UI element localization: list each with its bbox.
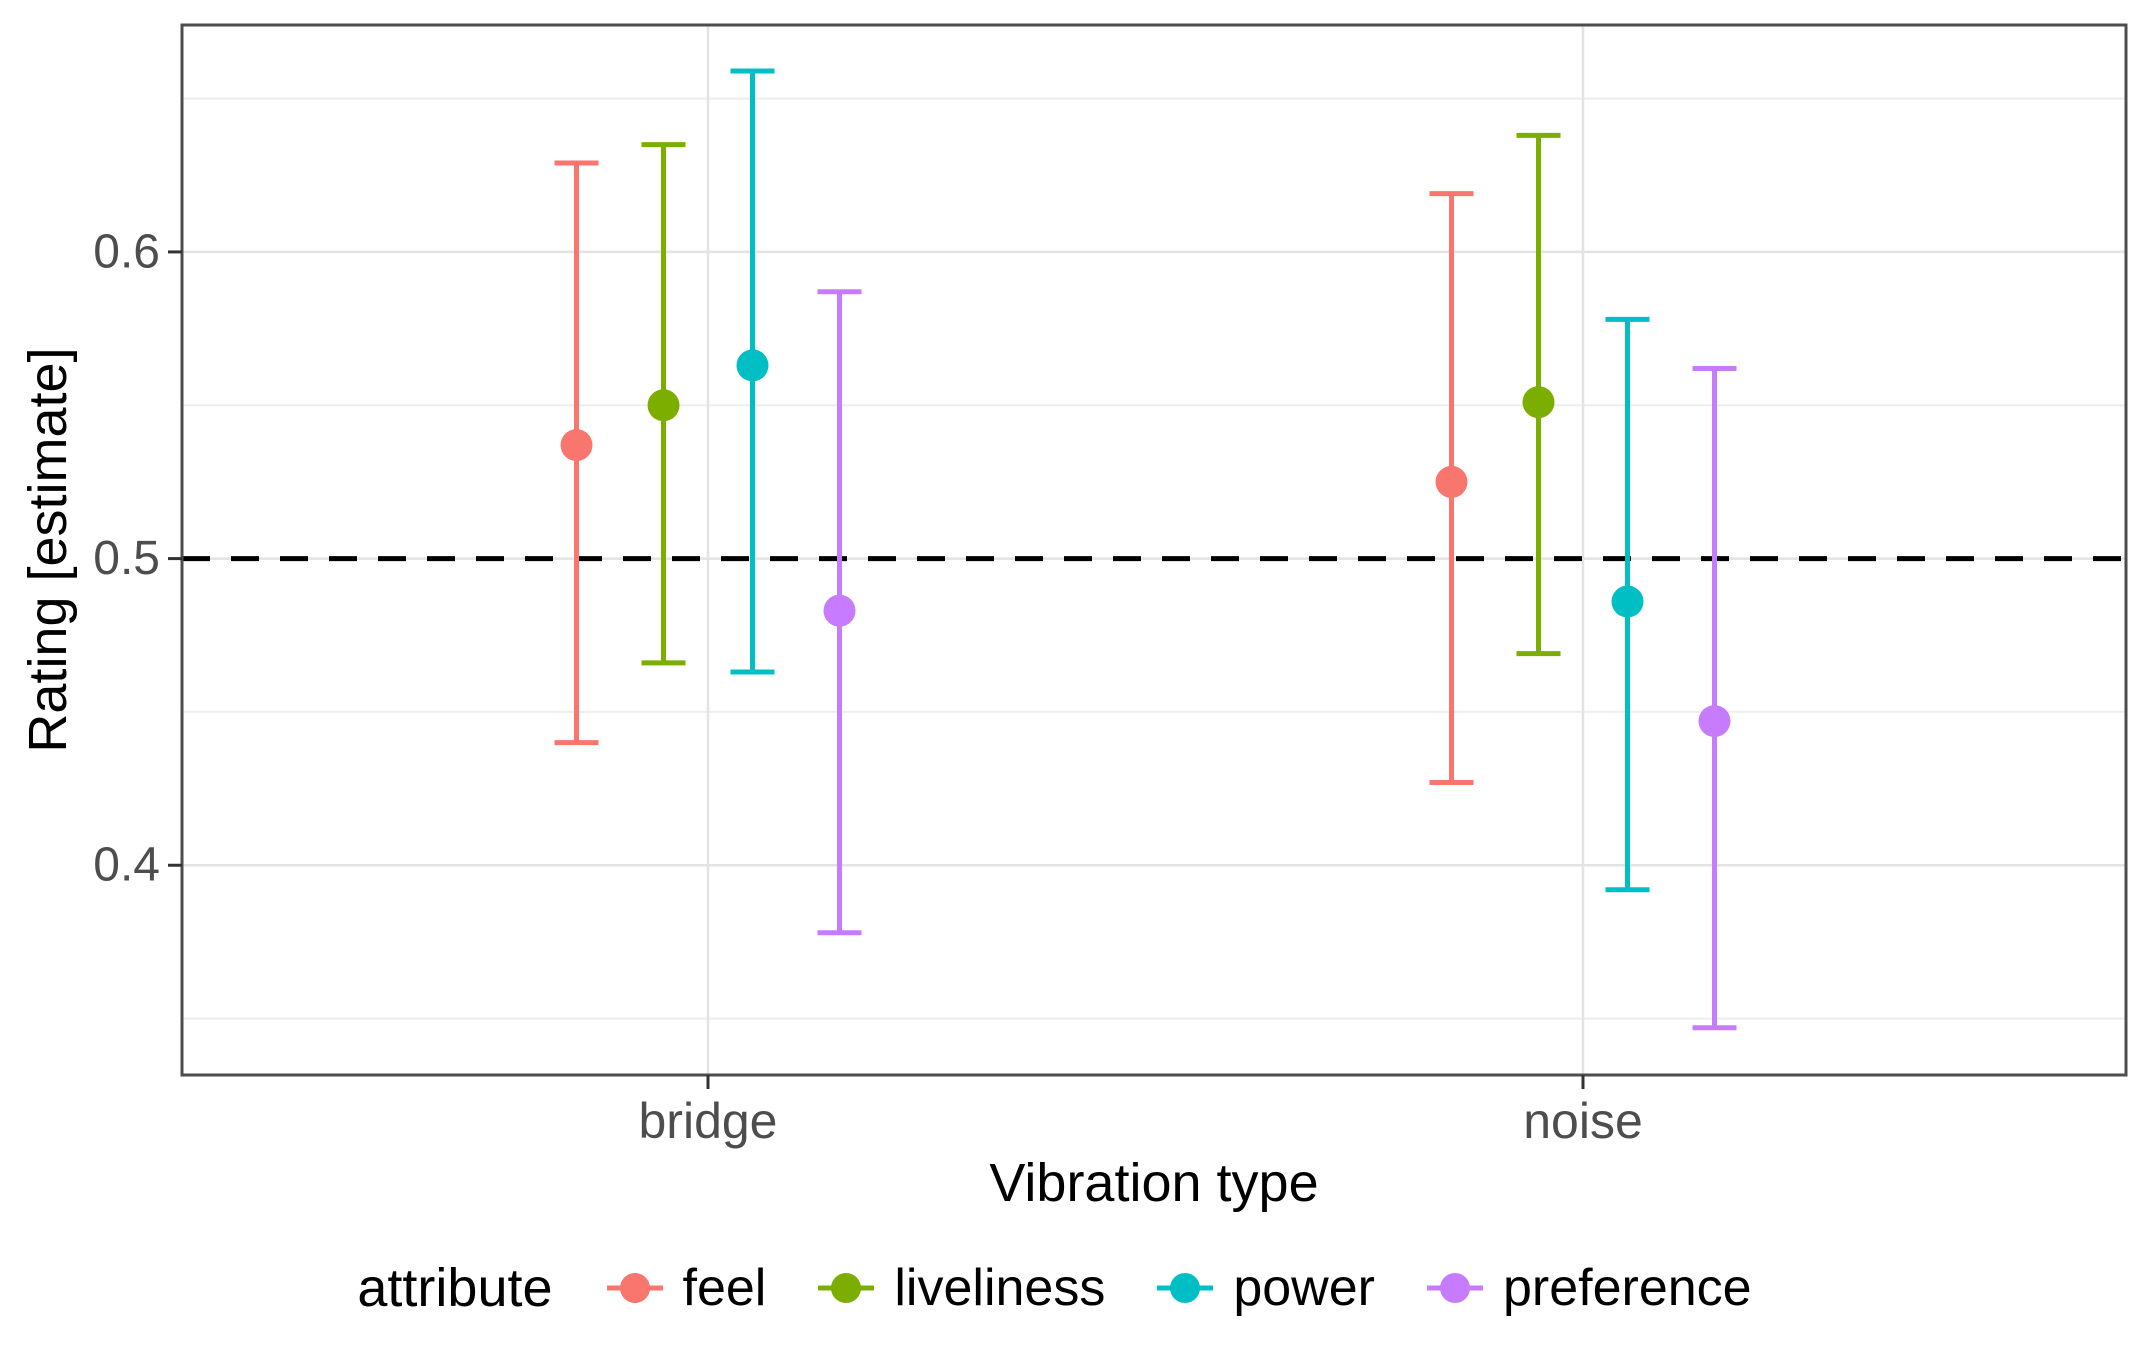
panel-border (180, 23, 2128, 1077)
legend-label-preference: preference (1502, 1259, 1752, 1317)
x-tick-label-noise: noise (1523, 1093, 1643, 1149)
legend: attribute feel liveliness power preference (0, 1256, 2133, 1320)
y-tick-label: 0.5 (93, 532, 160, 585)
data-point-preference-noise (1698, 705, 1731, 738)
y-tick-label: 0.4 (93, 839, 160, 892)
legend-key-point (1170, 1273, 1201, 1303)
legend-key-feel-icon (606, 1273, 663, 1303)
legend-key-point (619, 1273, 650, 1303)
legend-items: feel liveliness power preference (579, 1256, 1776, 1320)
legend-label-power: power (1233, 1259, 1375, 1317)
legend-label-liveliness: liveliness (894, 1259, 1106, 1317)
legend-item-preference: preference (1423, 1256, 1752, 1320)
legend-key-point (1439, 1273, 1470, 1303)
data-point-power-bridge (736, 349, 769, 382)
legend-key-power-icon (1157, 1273, 1214, 1303)
legend-key-point (831, 1273, 862, 1303)
data-point-preference-bridge (823, 594, 856, 627)
data-point-feel-bridge (560, 429, 593, 462)
x-tick-label-bridge: bridge (639, 1093, 778, 1149)
legend-key-liveliness-icon (818, 1273, 875, 1303)
legend-title: attribute (357, 1258, 553, 1318)
data-point-power-noise (1611, 585, 1644, 618)
legend-item-liveliness: liveliness (814, 1256, 1105, 1320)
data-point-feel-noise (1435, 465, 1468, 498)
x-axis-title: Vibration type (989, 1153, 1319, 1213)
legend-item-feel: feel (603, 1256, 767, 1320)
legend-key-preference-icon (1426, 1273, 1483, 1303)
y-tick-label: 0.6 (93, 225, 160, 278)
legend-item-power: power (1153, 1256, 1375, 1320)
y-axis-title: Rating [estimate] (18, 347, 78, 753)
data-point-liveliness-noise (1522, 386, 1555, 419)
legend-label-feel: feel (682, 1259, 767, 1317)
data-point-liveliness-bridge (647, 389, 680, 422)
